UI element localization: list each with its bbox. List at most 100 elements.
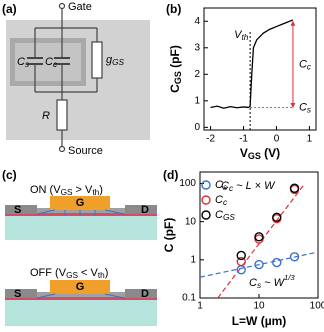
text-run: (V) [261, 146, 280, 160]
text-run: c [53, 60, 58, 69]
panel-label: (a) [2, 2, 17, 16]
panel-label: (b) [166, 2, 181, 16]
text-run: GS [61, 188, 73, 197]
text-run: C [168, 84, 182, 93]
text-run: th [241, 33, 248, 42]
fit-label: Cc ~ L × W [221, 180, 276, 193]
x-tick-label: 10 [253, 301, 265, 312]
data-point [289, 252, 300, 262]
text-run: GS [248, 151, 261, 161]
data-point [236, 250, 246, 261]
text-run: GS [173, 71, 183, 84]
data-point [272, 257, 282, 268]
data-point [289, 183, 300, 193]
text-run: c [223, 198, 228, 207]
y-tick-label: 2 [194, 69, 200, 80]
y-axis-label: C (pF) [162, 218, 176, 253]
text-run: c [307, 63, 312, 72]
legend-marker [201, 180, 211, 190]
x-tick-label: 1 [197, 301, 203, 312]
legend-label: Cc [215, 194, 228, 207]
fit-label: Cs ~ W1/3 [249, 273, 295, 290]
text-run: GS [112, 58, 124, 67]
device-off [5, 280, 157, 326]
text-run: C (pF) [162, 218, 176, 253]
text-run: 1/3 [284, 273, 295, 282]
x-tick-label: -2 [206, 134, 215, 145]
text-run: C [17, 56, 25, 68]
cc-label: Cc [299, 58, 312, 71]
text-run: C [215, 194, 223, 206]
text-run: ~ L × W [233, 180, 276, 192]
x-tick-label: 100 [310, 301, 324, 312]
gate-label: G [76, 197, 85, 209]
vth-label: Vth [234, 29, 249, 42]
text-run: C [299, 101, 307, 113]
x-tick-label: -1 [239, 134, 248, 145]
x-axis-label: VGS (V) [240, 146, 280, 161]
r-label: R [42, 110, 50, 122]
cs-label: Cs [299, 101, 311, 114]
gate-label: Gate [68, 1, 92, 13]
data-point [236, 256, 246, 267]
x-tick-label: 0 [274, 134, 280, 145]
drain-label: D [141, 204, 149, 216]
ggs-label: gGS [106, 54, 125, 67]
text-run: ) [99, 184, 103, 196]
text-run: c [229, 184, 234, 193]
text-run: ON (V [30, 184, 61, 196]
text-run: ~ W [261, 277, 286, 289]
text-run: OFF (V [30, 267, 67, 279]
text-run: (pF) [168, 45, 182, 71]
panel-label: (c) [2, 168, 17, 182]
legend-marker [201, 195, 211, 205]
legend-marker [201, 210, 211, 220]
drain-label: D [141, 288, 149, 300]
text-run: th [98, 271, 105, 280]
data-point [272, 212, 282, 223]
y-axis-label: CGS (pF) [168, 45, 183, 93]
off-label: OFF (VGS < Vth) [30, 267, 108, 280]
text-run: s [25, 60, 29, 69]
data-point [236, 265, 246, 275]
on-label: ON (VGS > Vth) [30, 184, 103, 197]
text-run: ) [105, 267, 109, 279]
legend-label: CGS [215, 209, 235, 222]
y-tick-label: 3 [194, 42, 200, 53]
y-tick-label: 1 [190, 254, 196, 265]
text-run: s [257, 281, 261, 290]
text-run: g [106, 54, 113, 66]
text-run: C [221, 180, 229, 192]
x-axis-label: L=W (µm) [232, 314, 287, 328]
text-run: s [307, 106, 311, 115]
x-tick-label: 1 [307, 134, 313, 145]
text-run: < V [78, 267, 99, 279]
text-run: th [92, 188, 99, 197]
y-tick-label: 4 [194, 16, 200, 27]
text-run: GS [223, 213, 235, 222]
source-label: S [14, 288, 21, 300]
y-tick-label: 0.1 [182, 293, 196, 304]
data-point [254, 259, 264, 270]
text-run: GS [66, 271, 78, 280]
text-run: C [45, 56, 53, 68]
source-label: Source [68, 145, 103, 157]
text-run: > V [72, 184, 93, 196]
gate-label: G [76, 281, 85, 293]
panel-label: (d) [163, 168, 178, 182]
device-on [5, 196, 157, 240]
data-point [254, 232, 264, 242]
cs-label: Cs [17, 56, 29, 69]
text-run: V [234, 29, 243, 41]
fit-line [200, 251, 318, 278]
legend-label: Cs [215, 179, 227, 192]
y-tick-label: 10 [185, 216, 197, 227]
text-run: C [299, 58, 307, 70]
text-run: C [215, 179, 223, 191]
text-run: C [249, 277, 257, 289]
y-tick-label: 0 [194, 122, 200, 133]
source-label: S [14, 204, 21, 216]
cc-label: Cc [45, 56, 58, 69]
circuit [6, 2, 150, 153]
